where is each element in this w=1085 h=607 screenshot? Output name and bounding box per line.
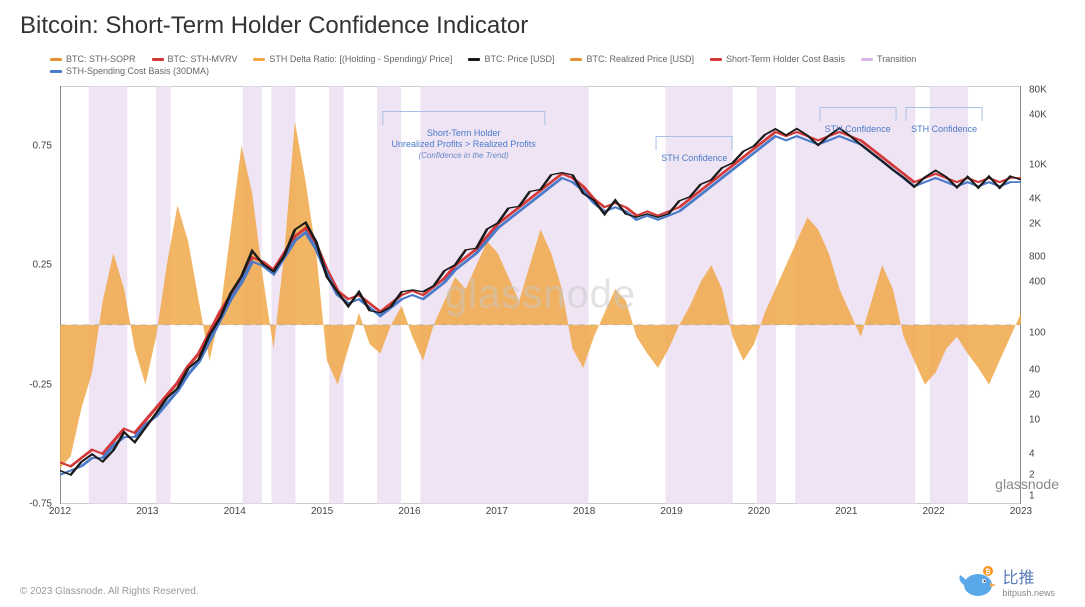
chart-title: Bitcoin: Short-Term Holder Confidence In… (20, 12, 1065, 40)
bitpush-badge: ₿ 比推 bitpush.news (956, 563, 1055, 599)
legend-item: STH Delta Ratio: [(Holding - Spending)/ … (253, 54, 452, 64)
legend-item: STH-Spending Cost Basis (30DMA) (50, 66, 209, 76)
y-axis-left: -0.75-0.250.250.75 (20, 86, 58, 504)
legend-item: Transition (861, 54, 916, 64)
chart-area: glassnode Short-Term HolderUnrealized Pr… (60, 86, 1021, 504)
legend-item: Short-Term Holder Cost Basis (710, 54, 845, 64)
legend-item: BTC: Price [USD] (468, 54, 554, 64)
svg-text:₿: ₿ (986, 568, 992, 576)
legend: BTC: STH-SOPR BTC: STH-MVRV STH Delta Rati… (50, 54, 1035, 78)
bitpush-en: bitpush.news (1002, 588, 1055, 598)
bitpush-cn: 比推 (1002, 564, 1055, 588)
legend-item: BTC: STH-MVRV (152, 54, 238, 64)
copyright: © 2023 Glassnode. All Rights Reserved. (20, 586, 199, 597)
legend-item: BTC: Realized Price [USD] (570, 54, 694, 64)
legend-item: BTC: STH-SOPR (50, 54, 136, 64)
y-axis-right: 1241020401004008002K4K10K40K80K (1023, 86, 1065, 504)
brand-label: glassnode (995, 476, 1059, 492)
chart-wrapper: BTC: STH-SOPR BTC: STH-MVRV STH Delta Rati… (20, 50, 1065, 530)
chart-svg (60, 86, 1021, 504)
bird-icon: ₿ (956, 563, 998, 599)
x-axis: 2012201320142015201620172018201920202021… (60, 506, 1021, 524)
